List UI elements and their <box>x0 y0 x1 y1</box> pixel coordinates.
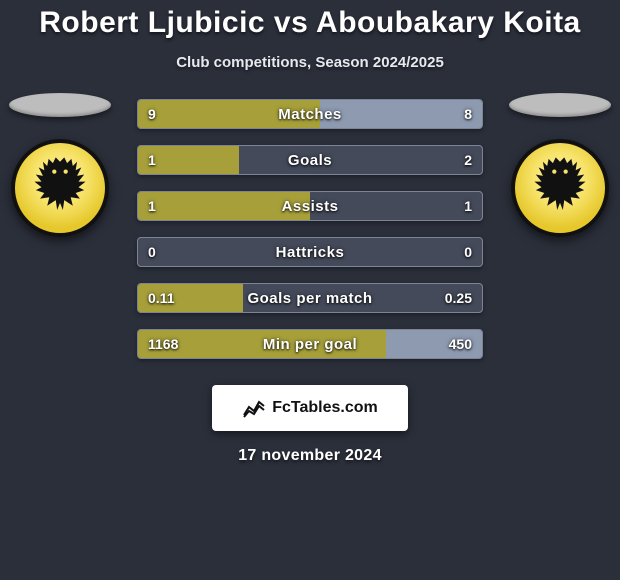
club-crest-left <box>11 139 109 237</box>
player-right-column <box>504 93 616 237</box>
date-label: 17 november 2024 <box>0 447 620 465</box>
stat-row: 11Assists <box>137 191 483 221</box>
stat-row: 1168450Min per goal <box>137 329 483 359</box>
club-crest-right <box>511 139 609 237</box>
subtitle: Club competitions, Season 2024/2025 <box>0 54 620 71</box>
eagle-icon <box>24 156 96 220</box>
player-left-ellipse <box>9 93 111 117</box>
page-title: Robert Ljubicic vs Aboubakary Koita <box>0 0 620 40</box>
stat-label: Assists <box>138 192 482 220</box>
stat-row: 98Matches <box>137 99 483 129</box>
stat-row: 12Goals <box>137 145 483 175</box>
player-left-column <box>4 93 116 237</box>
brand-text: FcTables.com <box>272 399 378 417</box>
player-right-ellipse <box>509 93 611 117</box>
stat-label: Matches <box>138 100 482 128</box>
stats-bars: 98Matches 12Goals 11Assists 00Hattricks 0.11… <box>137 99 483 359</box>
stat-label: Min per goal <box>138 330 482 358</box>
stat-row: 00Hattricks <box>137 237 483 267</box>
stat-row: 0.110.25Goals per match <box>137 283 483 313</box>
brand-box: FcTables.com <box>212 385 408 431</box>
stat-label: Goals per match <box>138 284 482 312</box>
comparison-panel: 98Matches 12Goals 11Assists 00Hattricks 0.11… <box>0 99 620 359</box>
eagle-icon <box>524 156 596 220</box>
stat-label: Hattricks <box>138 238 482 266</box>
chart-icon <box>242 397 266 419</box>
stat-label: Goals <box>138 146 482 174</box>
